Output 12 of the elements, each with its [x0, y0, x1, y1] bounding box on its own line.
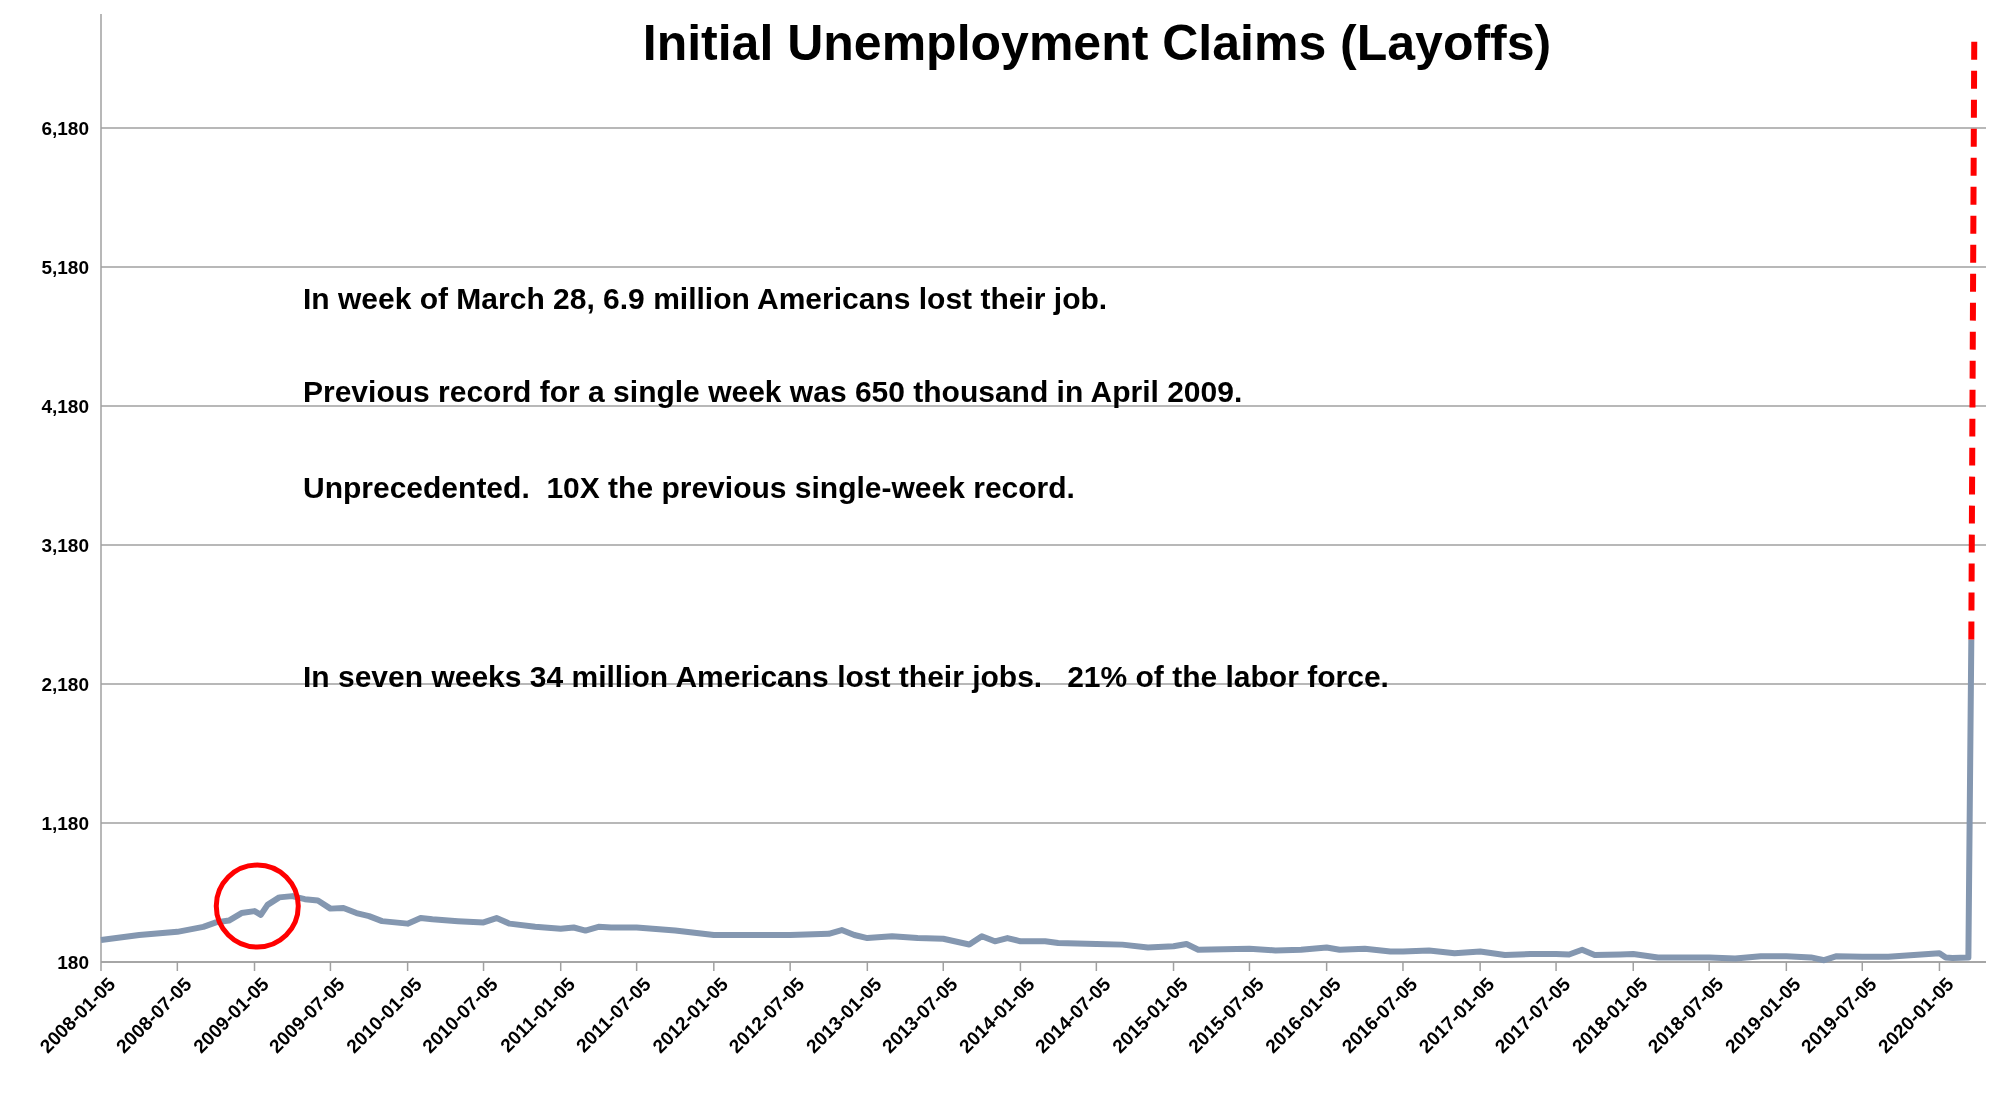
annotation: In week of March 28, 6.9 million Americans lost their job. [303, 281, 1108, 315]
annotation: In seven weeks 34 million Americans lost their jobs. 21% of the labor force. [303, 659, 1389, 693]
y-tick-label: 4,180 [41, 395, 89, 417]
y-tick-label: 2,180 [41, 673, 89, 695]
chart-title: Initial Unemployment Claims (Layoffs) [642, 15, 1552, 71]
y-tick-label: 180 [57, 951, 89, 973]
annotation: Unprecedented. 10X the previous single-week record. [303, 470, 1075, 504]
y-tick-label: 1,180 [41, 812, 89, 834]
y-tick-label: 5,180 [41, 256, 89, 278]
y-tick-label: 3,180 [41, 534, 89, 556]
y-tick-label: 6,180 [41, 117, 89, 139]
annotation: Previous record for a single week was 650 thousand in April 2009. [303, 374, 1243, 408]
